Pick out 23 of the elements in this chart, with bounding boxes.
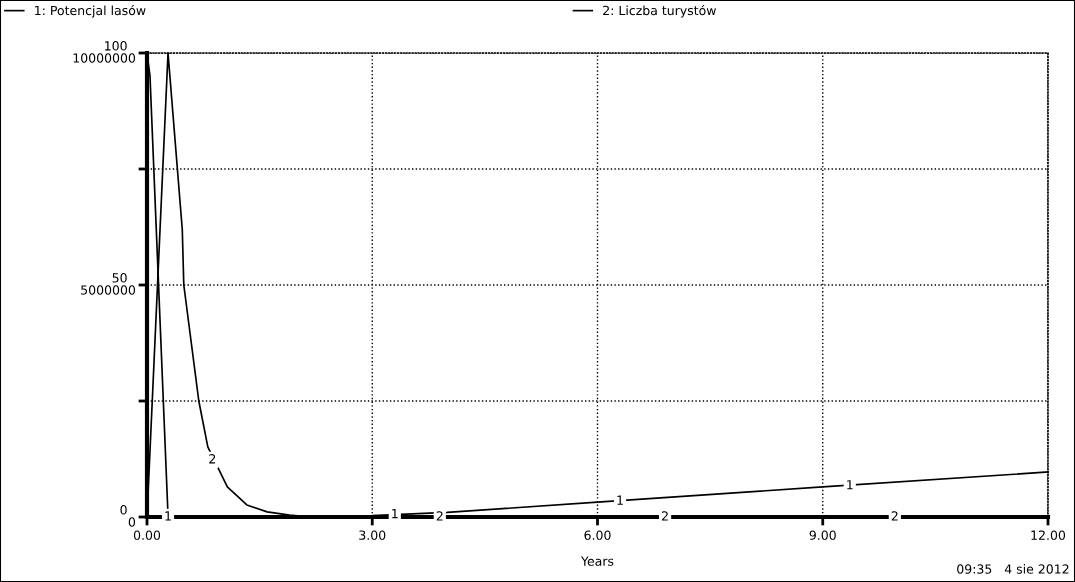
annotation: 2 xyxy=(662,511,668,521)
legend-label: 2: Liczba turystów xyxy=(603,5,716,18)
x-tick-label: 12.00 xyxy=(1031,530,1066,540)
annotation: 2 xyxy=(209,454,216,464)
annotation: 2 xyxy=(891,511,898,521)
text: 09:35 4 sie 2012 xyxy=(957,564,1069,574)
annotation: 1 xyxy=(847,480,853,490)
y-tick-label: 0 xyxy=(120,505,127,515)
annotation: 1 xyxy=(617,495,623,505)
y-tick-label: 100 xyxy=(105,41,127,51)
x-tick-label: 9.00 xyxy=(809,530,836,540)
annotation: 1 xyxy=(392,509,398,519)
x-tick-label: 0.00 xyxy=(133,530,161,540)
y2-tick-label: 0 xyxy=(128,517,136,527)
y2-tick-label: 10000000 xyxy=(73,53,136,63)
y-tick-label: 50 xyxy=(112,273,127,283)
x-tick-label: 3.00 xyxy=(359,530,386,540)
x-tick-label: 6.00 xyxy=(584,530,611,540)
annotation: 2 xyxy=(436,511,443,521)
legend-label: 1: Potencjal lasów xyxy=(35,5,146,18)
y2-tick-label: 5000000 xyxy=(81,285,136,295)
x-axis-title: Years xyxy=(580,556,614,566)
annotation: 1 xyxy=(165,511,171,521)
